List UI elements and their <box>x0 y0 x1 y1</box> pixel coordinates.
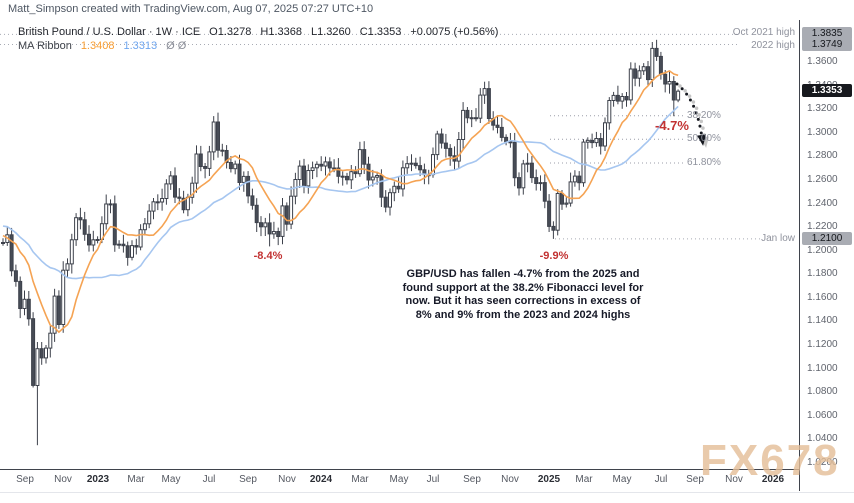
trend-arrow-shadow <box>678 84 707 142</box>
candles-group <box>1 39 681 446</box>
price-tick-label: 1.1000 <box>807 363 838 374</box>
time-axis[interactable]: Sep Nov 2023 Mar May Jul Sep Nov 2024 Mar May Jul Se… <box>0 468 854 503</box>
price-tick-label: 1.2400 <box>807 198 838 209</box>
price-tick-label: 1.2600 <box>807 174 838 185</box>
time-tick-label: Nov <box>278 474 296 485</box>
ma-slow-value: 1.3313 <box>123 40 158 52</box>
credit-text: Matt_Simpson created with TradingView.co… <box>8 3 374 15</box>
price-tick-label: 1.1600 <box>807 292 838 303</box>
oct-2021-high-label: Oct 2021 high <box>732 27 795 38</box>
ohlc-high: H1.3368 <box>260 26 302 38</box>
ma-extra-values: Ø Ø <box>166 40 187 52</box>
time-tick-label: Jul <box>654 474 668 485</box>
note-line: 8% and 9% from the 2023 and 2024 highs <box>415 308 631 321</box>
drop-2025-label: -4.7% <box>655 118 689 133</box>
price-axis[interactable]: 1.36001.34001.32001.30001.28001.26001.24… <box>800 0 854 503</box>
note-line: found support at the 38.2% Fibonacci lev… <box>402 281 644 294</box>
last-price-badge: 1.3353 <box>802 84 852 97</box>
price-tick-label: 1.1200 <box>807 339 838 350</box>
price-tick-label: 1.0600 <box>807 410 838 421</box>
ma-ribbon-legend-row: MA Ribbon 1.3408 1.3313 Ø Ø <box>18 40 186 52</box>
time-tick-label: May <box>612 474 632 485</box>
fib-382-label: 38.20% <box>687 110 721 121</box>
drop-2024-label: -9.9% <box>539 250 569 262</box>
price-level-badge: 1.3835 <box>802 27 852 40</box>
price-tick-label: 1.1800 <box>807 268 838 279</box>
trend-arrowhead <box>697 134 707 146</box>
price-tick-label: 1.3600 <box>807 56 838 67</box>
2022-high-label: 2022 high <box>751 40 795 51</box>
trend-arrow <box>675 82 704 140</box>
time-tick-label: Jul <box>202 474 216 485</box>
time-tick-label: Nov <box>54 474 72 485</box>
price-level-badge: 1.2100 <box>802 232 852 245</box>
time-tick-label: Mar <box>351 474 369 485</box>
time-tick-label: Sep <box>463 474 481 485</box>
time-tick-label: Sep <box>239 474 257 485</box>
price-level-badge: 1.3749 <box>802 38 852 51</box>
note-line: GBP/USD has fallen -4.7% from the 2025 a… <box>406 268 640 280</box>
time-tick-label: Nov <box>725 474 743 485</box>
price-tick-label: 1.2200 <box>807 221 838 232</box>
symbol-title: British Pound / U.S. Dollar · 1W · ICE <box>18 26 201 38</box>
time-tick-label: Jul <box>426 474 440 485</box>
time-tick-label: May <box>389 474 409 485</box>
analysis-note: GBP/USD has fallen -4.7% from the 2025 a… <box>383 268 663 322</box>
symbol-legend-row: British Pound / U.S. Dollar · 1W · ICE O… <box>18 26 498 38</box>
ma-slow-line <box>2 105 679 280</box>
jan-low-label: Jan low <box>761 233 795 244</box>
time-tick-label: Mar <box>575 474 593 485</box>
time-tick-label: 2024 <box>309 474 333 485</box>
ohlc-low: L1.3260 <box>310 26 351 38</box>
time-tick-label: Nov <box>501 474 519 485</box>
price-tick-label: 1.2000 <box>807 245 838 256</box>
time-tick-label: Mar <box>127 474 145 485</box>
fib-618-label: 61.80% <box>687 157 721 168</box>
time-tick-label: 2025 <box>537 474 561 485</box>
price-tick-label: 1.1400 <box>807 315 838 326</box>
ma-ribbon-label: MA Ribbon <box>18 40 72 52</box>
ma-fast-value: 1.3408 <box>80 40 115 52</box>
time-tick-label: 2023 <box>86 474 110 485</box>
price-tick-label: 1.0800 <box>807 386 838 397</box>
change-value: +0.0075 (+0.56%) <box>410 26 499 38</box>
time-tick-label: Sep <box>686 474 704 485</box>
price-tick-label: 1.2800 <box>807 150 838 161</box>
note-line: now. But it has seen corrections in exce… <box>405 295 641 307</box>
fib-500-label: 50.00% <box>687 133 721 144</box>
time-tick-label: May <box>161 474 181 485</box>
price-tick-label: 1.0400 <box>807 433 838 444</box>
ohlc-close: C1.3353 <box>359 26 402 38</box>
price-tick-label: 1.0200 <box>807 457 838 468</box>
time-tick-label: Sep <box>16 474 34 485</box>
time-tick-label: 2026 <box>761 474 785 485</box>
price-tick-label: 1.3000 <box>807 127 838 138</box>
ma-fast-line <box>2 69 679 334</box>
drop-2023-label: -8.4% <box>253 250 283 262</box>
price-tick-label: 1.3200 <box>807 103 838 114</box>
ohlc-open: O1.3278 <box>209 26 252 38</box>
